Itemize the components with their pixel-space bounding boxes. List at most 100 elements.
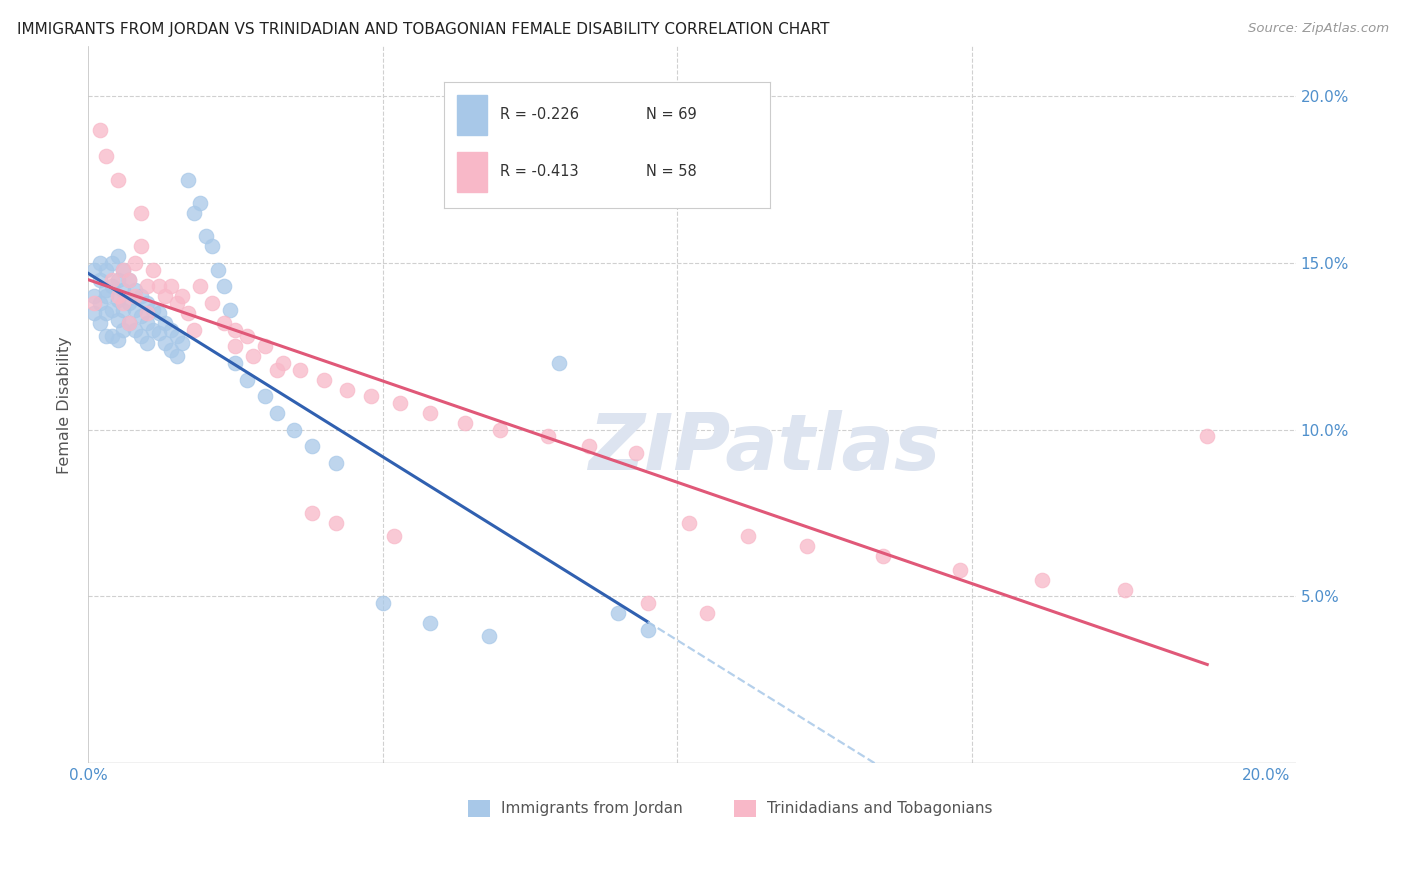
Point bbox=[159, 279, 181, 293]
Point bbox=[112, 302, 135, 317]
Point bbox=[172, 289, 194, 303]
Point bbox=[301, 439, 323, 453]
Point bbox=[118, 296, 141, 310]
Point bbox=[118, 272, 141, 286]
Point bbox=[172, 335, 194, 350]
Point bbox=[242, 349, 264, 363]
Point bbox=[100, 256, 122, 270]
Point bbox=[325, 456, 347, 470]
Point bbox=[142, 302, 165, 317]
Point bbox=[312, 373, 335, 387]
Point bbox=[166, 329, 188, 343]
Point bbox=[136, 296, 159, 310]
Point bbox=[153, 289, 176, 303]
Point bbox=[148, 326, 170, 340]
Point bbox=[112, 296, 135, 310]
Point bbox=[271, 356, 294, 370]
Point bbox=[224, 339, 246, 353]
Point bbox=[212, 279, 235, 293]
Point bbox=[100, 329, 122, 343]
Point bbox=[136, 316, 159, 330]
Point bbox=[136, 335, 159, 350]
Text: Trinidadians and Tobagonians: Trinidadians and Tobagonians bbox=[766, 801, 993, 816]
Point bbox=[578, 439, 600, 453]
Point bbox=[118, 316, 141, 330]
Point bbox=[188, 195, 211, 210]
Point bbox=[166, 349, 188, 363]
Point bbox=[207, 262, 229, 277]
Point bbox=[129, 310, 152, 324]
Point bbox=[201, 239, 224, 253]
Point bbox=[89, 122, 111, 136]
Point bbox=[94, 306, 117, 320]
Point bbox=[224, 323, 246, 337]
Point bbox=[536, 429, 558, 443]
Point bbox=[89, 316, 111, 330]
Point bbox=[696, 606, 718, 620]
Point bbox=[236, 329, 259, 343]
Point bbox=[166, 296, 188, 310]
Bar bbox=[734, 800, 756, 817]
Point bbox=[124, 283, 146, 297]
Point bbox=[83, 306, 105, 320]
Point bbox=[737, 529, 759, 543]
Text: Immigrants from Jordan: Immigrants from Jordan bbox=[501, 801, 683, 816]
Point bbox=[336, 383, 359, 397]
Point bbox=[118, 272, 141, 286]
Point bbox=[94, 262, 117, 277]
Point bbox=[112, 262, 135, 277]
Point bbox=[607, 606, 630, 620]
Point bbox=[83, 262, 105, 277]
Point bbox=[159, 343, 181, 357]
Point bbox=[1114, 582, 1136, 597]
Point bbox=[360, 389, 382, 403]
Point bbox=[624, 446, 647, 460]
Point bbox=[548, 356, 571, 370]
Point bbox=[266, 362, 288, 376]
Point bbox=[89, 256, 111, 270]
Text: IMMIGRANTS FROM JORDAN VS TRINIDADIAN AND TOBAGONIAN FEMALE DISABILITY CORRELATI: IMMIGRANTS FROM JORDAN VS TRINIDADIAN AN… bbox=[17, 22, 830, 37]
Point bbox=[236, 373, 259, 387]
Point bbox=[637, 596, 659, 610]
Point bbox=[201, 296, 224, 310]
Point bbox=[124, 302, 146, 317]
Point bbox=[872, 549, 894, 564]
Point bbox=[112, 262, 135, 277]
Point bbox=[124, 289, 146, 303]
Point bbox=[678, 516, 700, 530]
Point bbox=[148, 279, 170, 293]
Point bbox=[94, 289, 117, 303]
Point bbox=[142, 262, 165, 277]
Point bbox=[325, 516, 347, 530]
Point bbox=[124, 256, 146, 270]
Point bbox=[266, 406, 288, 420]
Point bbox=[253, 389, 276, 403]
Point bbox=[637, 623, 659, 637]
Text: Source: ZipAtlas.com: Source: ZipAtlas.com bbox=[1249, 22, 1389, 36]
Point bbox=[112, 283, 135, 297]
Point bbox=[129, 329, 152, 343]
Point bbox=[384, 529, 406, 543]
Point bbox=[89, 296, 111, 310]
Point bbox=[142, 323, 165, 337]
Point bbox=[83, 296, 105, 310]
Point bbox=[796, 539, 818, 553]
Point bbox=[253, 339, 276, 353]
Point bbox=[218, 302, 240, 317]
Y-axis label: Female Disability: Female Disability bbox=[58, 335, 72, 474]
Point bbox=[389, 396, 412, 410]
Point bbox=[489, 423, 512, 437]
Point bbox=[153, 316, 176, 330]
Bar bbox=[468, 800, 491, 817]
Point bbox=[148, 306, 170, 320]
Point bbox=[89, 272, 111, 286]
Point bbox=[454, 416, 477, 430]
Point bbox=[224, 356, 246, 370]
Point bbox=[212, 316, 235, 330]
Point bbox=[107, 249, 129, 263]
Point bbox=[290, 362, 312, 376]
Point bbox=[419, 615, 441, 630]
Point bbox=[129, 289, 152, 303]
Text: ZIPatlas: ZIPatlas bbox=[588, 409, 941, 485]
Point bbox=[118, 316, 141, 330]
